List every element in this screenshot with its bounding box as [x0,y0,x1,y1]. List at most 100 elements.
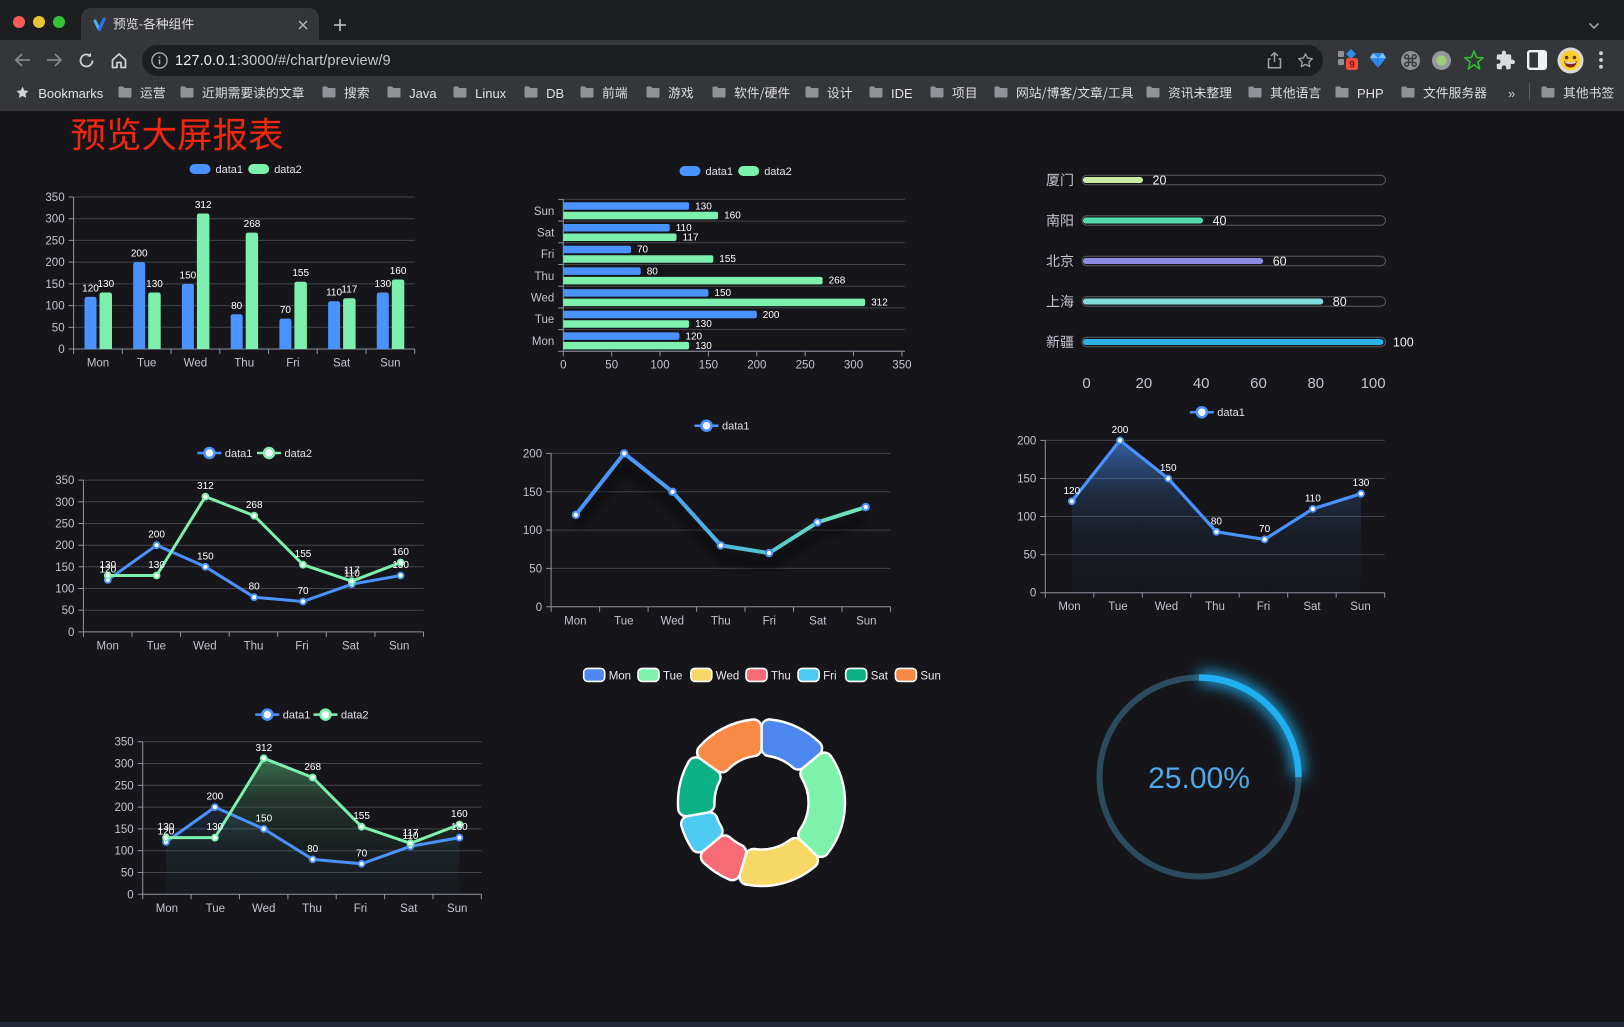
svg-text:100: 100 [523,525,542,537]
svg-text:120: 120 [158,827,175,838]
svg-text:data2: data2 [764,166,792,178]
svg-text:300: 300 [115,759,134,771]
svg-text:0: 0 [1082,375,1090,392]
svg-text:200: 200 [523,448,542,460]
svg-text:Sat: Sat [809,615,827,627]
svg-text:130: 130 [99,560,116,571]
svg-text:110: 110 [344,569,360,580]
svg-text:160: 160 [392,547,409,558]
svg-text:50: 50 [121,868,134,880]
svg-text:Fri: Fri [823,671,836,683]
svg-text:130: 130 [148,560,165,571]
svg-text:200: 200 [131,249,148,260]
svg-text:50: 50 [1024,550,1037,562]
svg-text:155: 155 [292,268,309,279]
svg-text:130: 130 [374,279,391,290]
svg-text:150: 150 [1160,463,1177,474]
svg-text:data1: data1 [706,166,734,178]
svg-text:155: 155 [353,811,370,822]
svg-text:Tue: Tue [206,903,225,915]
svg-text:200: 200 [1112,425,1129,436]
svg-text:data2: data2 [341,710,369,722]
svg-text:Wed: Wed [193,640,216,652]
svg-text:Tue: Tue [535,314,554,326]
svg-text:Mon: Mon [97,640,119,652]
svg-text:Thu: Thu [244,640,264,652]
svg-text:130: 130 [207,822,224,833]
svg-text:Thu: Thu [534,271,554,283]
svg-text:312: 312 [255,743,272,754]
svg-text:150: 150 [1017,474,1036,486]
svg-text:data1: data1 [216,164,244,176]
svg-text:60: 60 [1273,255,1287,269]
svg-text:data1: data1 [225,448,253,460]
svg-text:Sat: Sat [871,671,889,683]
svg-text:200: 200 [115,802,134,814]
svg-text:300: 300 [844,359,863,371]
svg-text:9: 9 [1349,60,1354,71]
svg-text:Sat: Sat [400,903,418,915]
svg-text:60: 60 [1250,375,1267,392]
svg-text:200: 200 [1017,435,1036,447]
svg-text:80: 80 [647,266,659,277]
svg-text:150: 150 [523,487,542,499]
svg-text:0: 0 [1030,588,1036,600]
svg-text:350: 350 [115,737,134,749]
svg-text:80: 80 [307,844,319,855]
svg-text:0: 0 [127,889,133,901]
svg-text:155: 155 [719,254,736,265]
svg-text:Mon: Mon [1058,601,1080,613]
svg-text:70: 70 [297,586,309,597]
svg-text:25.00%: 25.00% [1148,762,1250,795]
svg-text:Thu: Thu [1205,601,1225,613]
svg-text:Thu: Thu [234,358,254,370]
svg-text:data2: data2 [285,448,313,460]
svg-text:155: 155 [295,549,312,560]
svg-text:110: 110 [676,223,692,234]
svg-text:268: 268 [829,276,846,287]
svg-text:Mon: Mon [87,358,109,370]
svg-text:300: 300 [45,214,64,226]
svg-text:150: 150 [45,279,64,291]
svg-text:40: 40 [1193,375,1210,392]
svg-text:300: 300 [55,497,74,509]
svg-text:Tue: Tue [147,640,166,652]
svg-text:Thu: Thu [711,615,731,627]
svg-text:80: 80 [1307,375,1324,392]
svg-text:150: 150 [55,562,74,574]
svg-text:110: 110 [1305,493,1321,504]
svg-text:Tue: Tue [137,358,156,370]
svg-text:130: 130 [146,279,163,290]
svg-text:130: 130 [97,279,114,290]
svg-text:100: 100 [45,301,64,313]
svg-text:117: 117 [403,828,419,839]
svg-text:Sat: Sat [342,640,360,652]
svg-text:160: 160 [724,211,741,222]
svg-text:50: 50 [529,563,542,575]
svg-text:Mon: Mon [532,336,554,348]
svg-text:200: 200 [207,792,224,803]
svg-text:80: 80 [249,582,261,593]
svg-text:50: 50 [52,322,65,334]
svg-text:130: 130 [695,319,712,330]
svg-text:Fri: Fri [763,615,776,627]
svg-text:130: 130 [158,822,175,833]
svg-text:250: 250 [55,519,74,531]
svg-text:Sun: Sun [447,903,467,915]
svg-text:150: 150 [699,359,718,371]
svg-text:70: 70 [356,848,368,859]
svg-text:250: 250 [45,235,64,247]
svg-text:data1: data1 [1217,407,1245,419]
svg-text:120: 120 [82,283,99,294]
svg-text:250: 250 [796,359,815,371]
svg-text:Fri: Fri [295,640,308,652]
svg-text:150: 150 [197,551,214,562]
svg-text:312: 312 [197,481,214,492]
svg-text:Tue: Tue [663,671,682,683]
svg-text:50: 50 [62,605,75,617]
svg-text:100: 100 [650,359,669,371]
svg-text:120: 120 [1063,486,1080,497]
svg-text:150: 150 [115,824,134,836]
svg-text:Wed: Wed [716,671,739,683]
svg-text:Wed: Wed [252,903,275,915]
